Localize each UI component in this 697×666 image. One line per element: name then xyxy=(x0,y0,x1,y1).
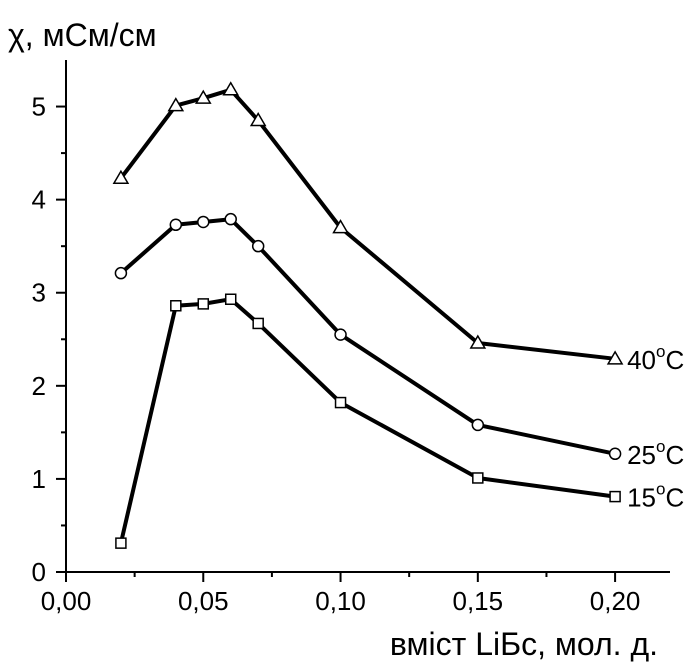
data-point xyxy=(469,334,487,349)
y-tick-label: 2 xyxy=(32,371,46,401)
series-circle: 25oC xyxy=(114,212,684,470)
series-label: 40oC xyxy=(627,342,684,375)
x-tick-label: 0,05 xyxy=(178,586,229,616)
data-point xyxy=(249,112,267,127)
data-point xyxy=(251,239,265,253)
data-point xyxy=(112,169,130,184)
series-line xyxy=(118,297,616,544)
data-point xyxy=(197,215,210,229)
y-tick-label: 1 xyxy=(32,464,46,494)
data-point xyxy=(471,418,485,432)
data-point xyxy=(114,266,128,280)
series-triangle: 40oC xyxy=(112,81,684,375)
data-point xyxy=(224,212,237,226)
data-point xyxy=(170,300,182,312)
data-point xyxy=(169,218,183,232)
data-point xyxy=(222,81,240,96)
axes: 0,00 0,05 0,10 0,15 0,20 0 1 2 3 4 5 xyxy=(32,60,670,616)
y-axis-title: χ, мСм/см xyxy=(8,17,157,53)
data-point xyxy=(252,317,264,330)
data-point xyxy=(194,89,212,104)
data-point xyxy=(608,447,622,461)
data-point xyxy=(609,490,621,503)
series-label: 25oC xyxy=(627,437,684,470)
series-label: 15oC xyxy=(627,480,684,513)
y-tick-label: 5 xyxy=(32,92,46,122)
x-axis-title: вміст LiБс, мол. д. xyxy=(390,626,658,662)
y-tick-label: 0 xyxy=(32,557,46,587)
series-square: 15oC xyxy=(115,293,684,549)
y-tick-label: 3 xyxy=(32,278,46,308)
x-tick-label: 0,10 xyxy=(315,586,366,616)
data-point xyxy=(606,350,624,365)
series-line xyxy=(119,87,616,361)
data-point xyxy=(472,472,484,484)
data-point xyxy=(167,97,185,112)
x-tick-label: 0,00 xyxy=(41,586,92,616)
data-point xyxy=(332,219,349,234)
data-point xyxy=(115,537,127,549)
data-point xyxy=(334,396,347,409)
series-layer: 40oC 25oC 15oC xyxy=(112,81,684,549)
data-point xyxy=(224,293,237,305)
x-tick-label: 0,15 xyxy=(453,586,504,616)
data-point xyxy=(197,298,210,310)
data-point xyxy=(334,328,347,341)
y-tick-label: 4 xyxy=(32,185,46,215)
x-tick-label: 0,20 xyxy=(590,586,641,616)
